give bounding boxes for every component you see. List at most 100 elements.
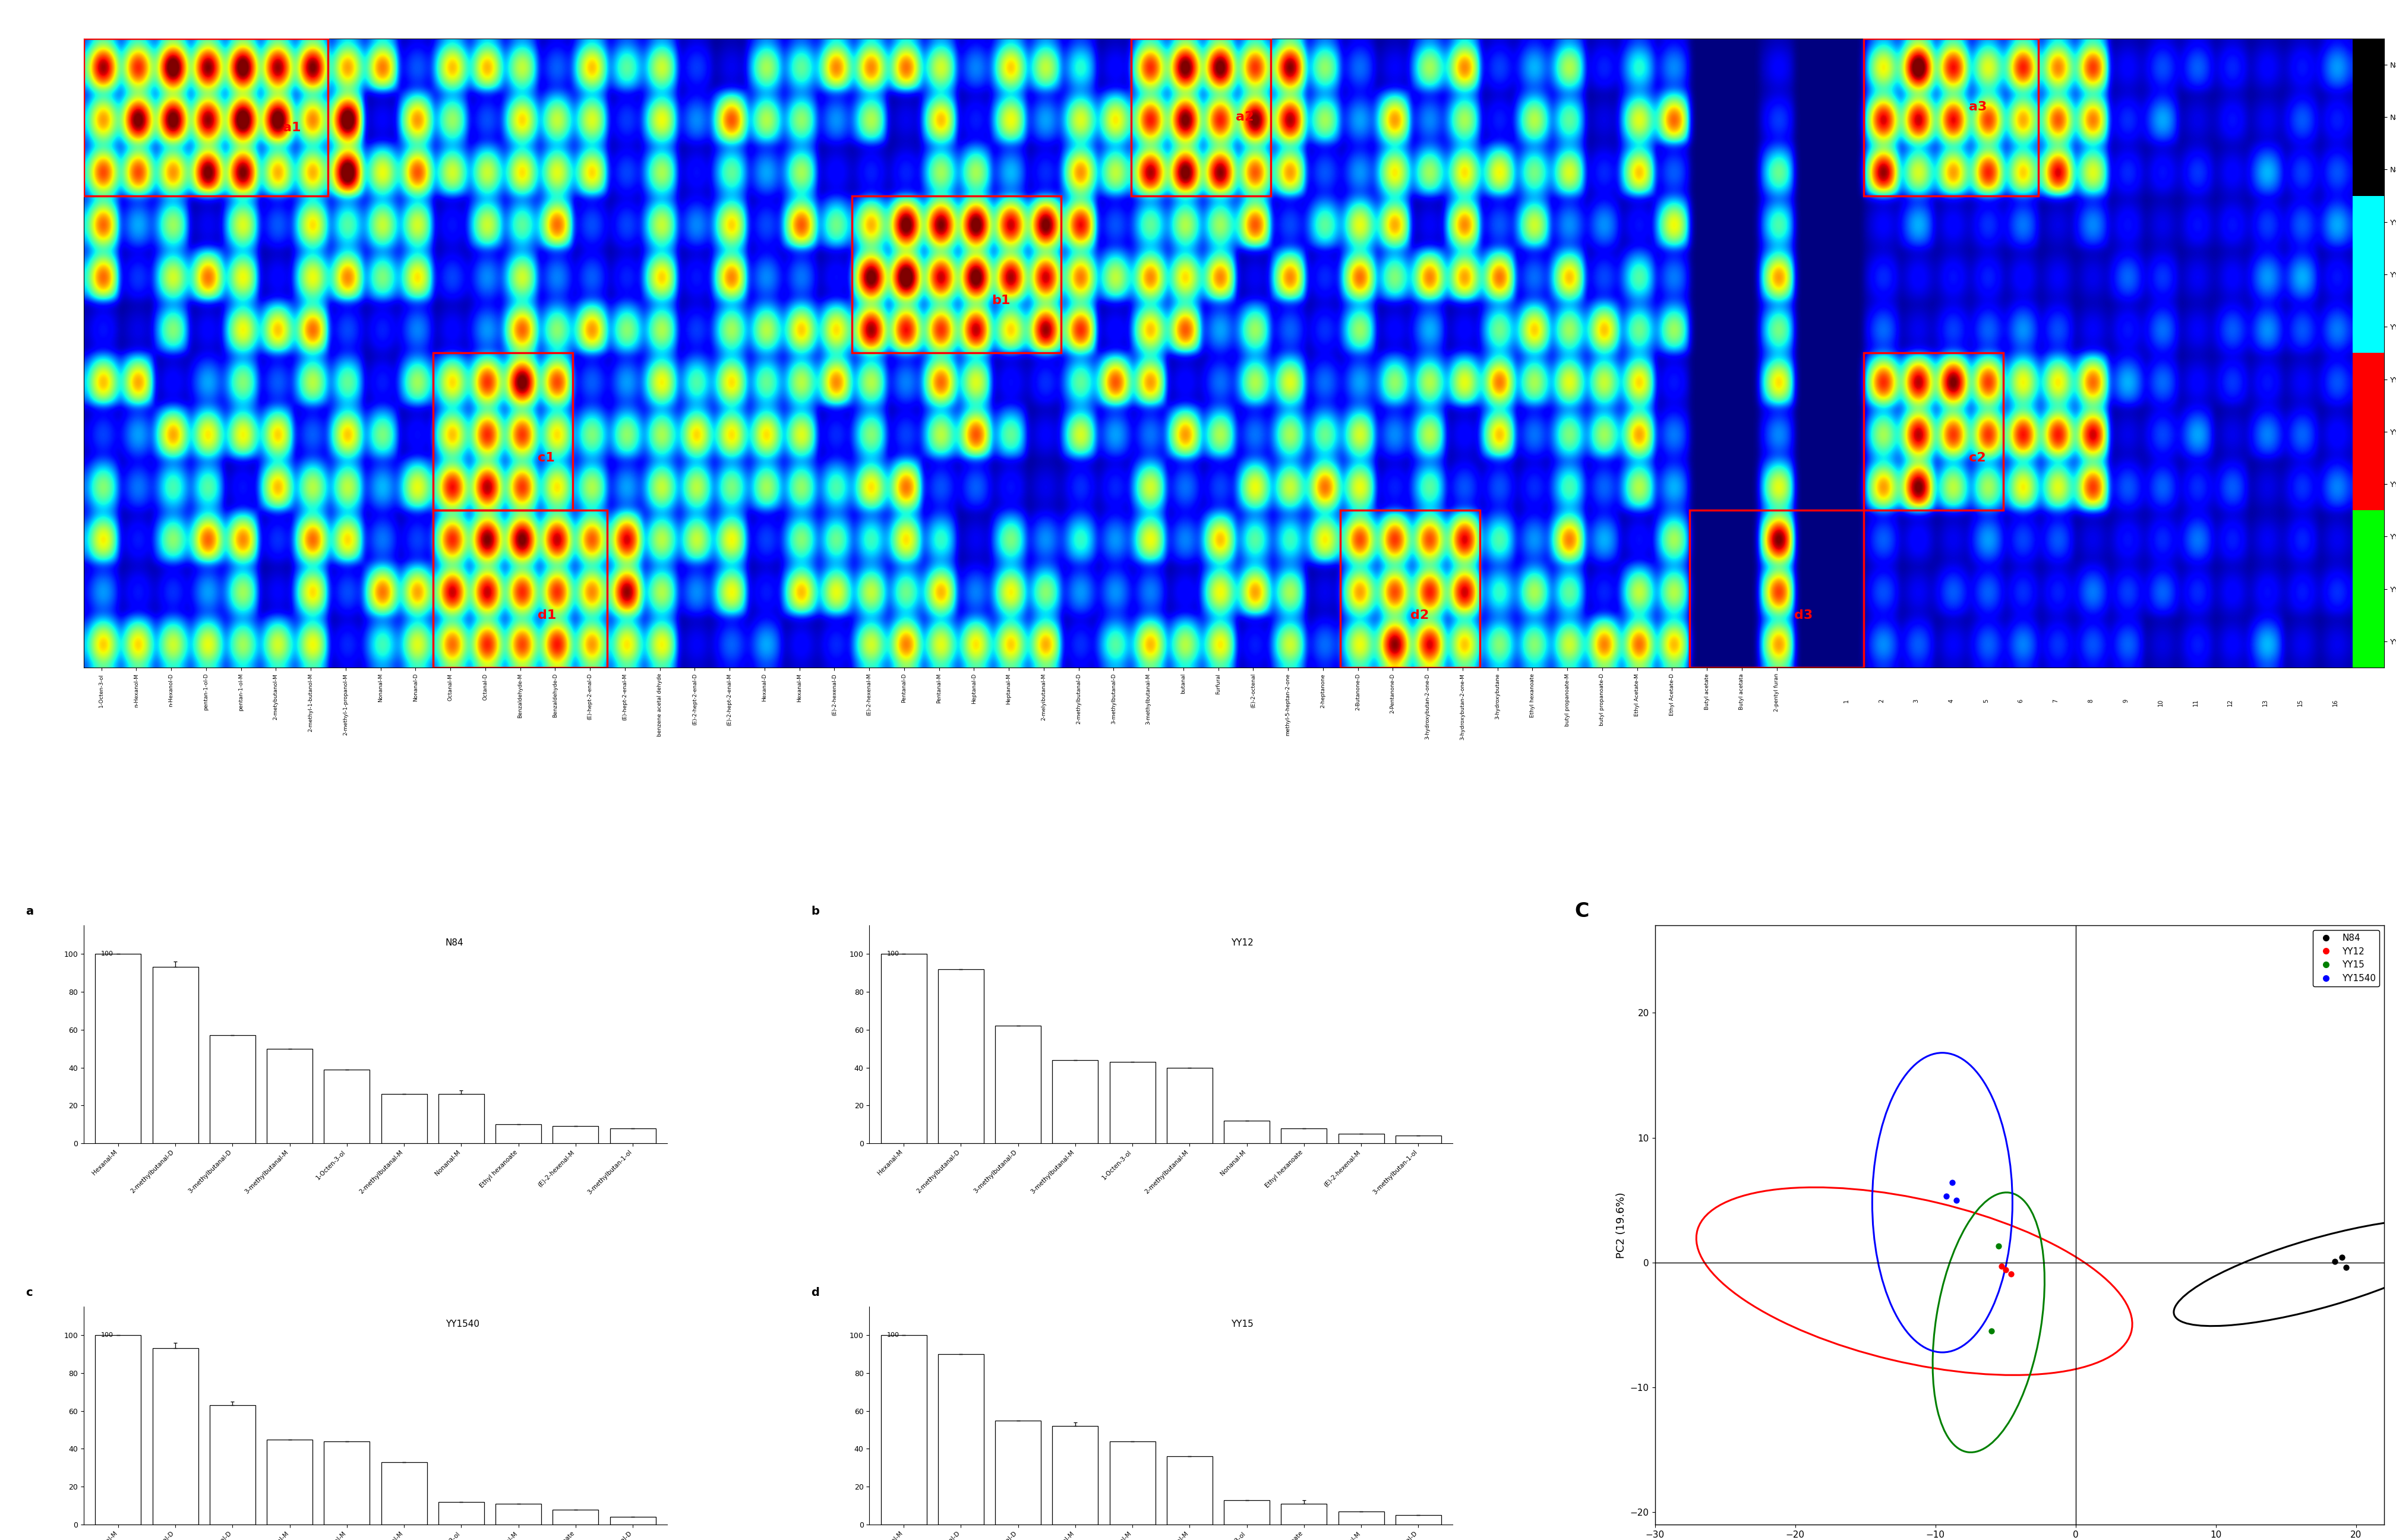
Bar	[882, 1335, 927, 1525]
Bar	[211, 1035, 256, 1143]
Bar	[611, 1517, 657, 1525]
Bar	[2353, 91, 2384, 143]
Bar	[553, 1126, 599, 1143]
Text: YY12: YY12	[1232, 938, 1253, 947]
Bar	[323, 1069, 369, 1143]
Text: 6: 6	[2017, 699, 2025, 702]
Text: 10: 10	[2159, 699, 2164, 707]
Bar	[434, 510, 609, 667]
Point	[1938, 1187, 1977, 1212]
Point	[2317, 1249, 2355, 1274]
Bar	[2353, 353, 2384, 405]
Text: 15: 15	[2298, 699, 2303, 707]
Point	[2322, 1246, 2360, 1270]
Bar	[1109, 1441, 1155, 1525]
Bar	[266, 1440, 311, 1525]
Text: YY1540: YY1540	[446, 1320, 479, 1329]
Text: a: a	[26, 906, 34, 916]
Bar	[1131, 39, 1270, 196]
Text: a2: a2	[1236, 111, 1253, 123]
Bar	[1052, 1426, 1097, 1525]
Bar	[882, 953, 927, 1143]
Text: 12: 12	[2228, 699, 2233, 707]
Bar	[2353, 405, 2384, 457]
Legend: N84, YY12, YY15, YY1540: N84, YY12, YY15, YY1540	[2312, 930, 2379, 987]
Text: 100: 100	[887, 950, 898, 956]
Bar	[2353, 300, 2384, 353]
Bar	[851, 196, 1061, 353]
Bar	[96, 953, 141, 1143]
Bar	[496, 1124, 541, 1143]
Bar	[1339, 1511, 1385, 1525]
Text: b: b	[810, 906, 819, 916]
Point	[1926, 1184, 1965, 1209]
Text: 4: 4	[1948, 699, 1955, 702]
Text: c1: c1	[537, 451, 556, 464]
Bar	[1282, 1503, 1327, 1525]
Bar	[2353, 562, 2384, 614]
Bar	[2353, 457, 2384, 510]
Text: 8: 8	[2087, 699, 2094, 702]
Text: C: C	[1574, 901, 1589, 921]
Point	[1972, 1318, 2010, 1343]
Text: a3: a3	[1970, 100, 1986, 112]
Point	[1991, 1261, 2029, 1286]
Text: c: c	[26, 1287, 34, 1298]
Text: d3: d3	[1795, 610, 1814, 621]
Point	[1981, 1254, 2020, 1278]
Bar	[2353, 196, 2384, 248]
Bar	[211, 1406, 256, 1525]
Point	[2327, 1255, 2365, 1280]
Text: 3: 3	[1914, 699, 1919, 702]
Text: 1: 1	[1843, 699, 1850, 702]
Bar	[1864, 353, 2003, 510]
Bar	[2353, 39, 2384, 91]
Bar	[994, 1420, 1040, 1525]
Text: 2: 2	[1878, 699, 1883, 702]
Text: a1: a1	[283, 122, 302, 134]
Bar	[496, 1503, 541, 1525]
Bar	[2353, 614, 2384, 667]
Text: d2: d2	[1411, 610, 1428, 621]
Text: 11: 11	[2192, 699, 2200, 707]
Bar	[1339, 1133, 1385, 1143]
Text: 100: 100	[101, 950, 113, 956]
Bar	[937, 1354, 985, 1525]
Text: d1: d1	[537, 610, 556, 621]
Bar	[84, 39, 328, 196]
Bar	[434, 353, 573, 510]
Text: 16: 16	[2331, 699, 2338, 707]
Point	[1979, 1234, 2017, 1258]
Bar	[1224, 1500, 1270, 1525]
Text: 7: 7	[2053, 699, 2058, 702]
Text: d: d	[810, 1287, 819, 1298]
Y-axis label: PC2 (19.6%): PC2 (19.6%)	[1617, 1192, 1627, 1258]
Text: N84: N84	[446, 938, 465, 947]
Bar	[438, 1093, 484, 1143]
Bar	[1052, 1060, 1097, 1143]
Text: 100: 100	[887, 1332, 898, 1338]
Bar	[266, 1049, 311, 1143]
Bar	[381, 1093, 426, 1143]
Text: YY15: YY15	[1232, 1320, 1253, 1329]
Bar	[1394, 1137, 1442, 1143]
Bar	[1864, 39, 2039, 196]
Bar	[937, 969, 985, 1143]
Bar	[2353, 143, 2384, 196]
Bar	[1224, 1121, 1270, 1143]
Bar	[553, 1509, 599, 1525]
Bar	[1339, 510, 1481, 667]
Bar	[438, 1502, 484, 1525]
Bar	[323, 1441, 369, 1525]
Bar	[153, 1349, 199, 1525]
Point	[1986, 1258, 2025, 1283]
Bar	[1282, 1129, 1327, 1143]
Bar	[2353, 510, 2384, 562]
Bar	[1689, 510, 1864, 667]
Bar	[1109, 1063, 1155, 1143]
Bar	[2353, 248, 2384, 300]
Text: b1: b1	[992, 294, 1011, 306]
Bar	[96, 1335, 141, 1525]
Text: 5: 5	[1984, 699, 1989, 702]
Bar	[1167, 1457, 1212, 1525]
